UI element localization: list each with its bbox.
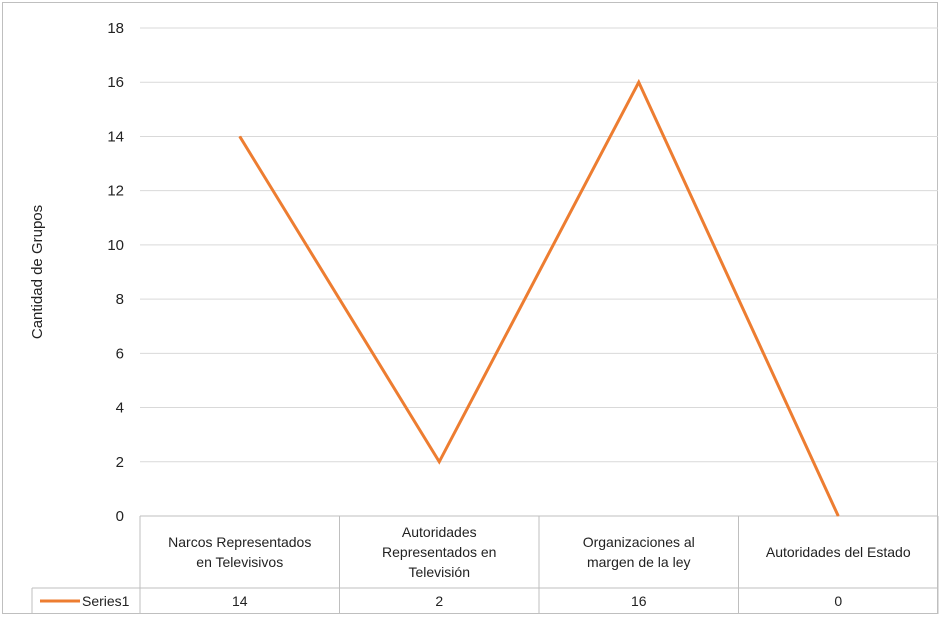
gridlines <box>140 27 938 463</box>
y-tick-label: 4 <box>116 400 124 417</box>
data-point <box>638 81 640 83</box>
data-table-value: 2 <box>435 593 443 609</box>
y-tick-label: 0 <box>116 508 124 525</box>
y-tick-label: 14 <box>107 128 124 145</box>
y-tick-label: 6 <box>116 345 124 362</box>
data-point <box>837 515 839 517</box>
legend-series-name: Series1 <box>82 593 130 609</box>
x-category-label: Autoridades Representados en Televisión <box>382 524 496 580</box>
data-table-value: 0 <box>834 593 842 609</box>
data-table-value: 14 <box>232 593 248 609</box>
y-tick-label: 2 <box>116 454 124 471</box>
y-tick-label: 18 <box>107 20 124 37</box>
x-category-label: Autoridades del Estado <box>766 544 911 560</box>
x-category-label: Organizaciones al margen de la ley <box>583 534 695 570</box>
series-line <box>238 78 840 517</box>
y-tick-label: 10 <box>107 237 124 254</box>
series-lines <box>238 78 840 517</box>
data-point <box>438 461 440 463</box>
y-tick-label: 12 <box>107 183 124 200</box>
y-tick-label: 16 <box>107 74 124 91</box>
y-tick-labels: 0 2 4 6 8 10 12 14 16 18 <box>107 20 124 525</box>
x-category-label: Narcos Representados en Televisivos <box>168 534 311 570</box>
data-point <box>239 135 241 137</box>
data-table-value: 16 <box>631 593 647 609</box>
y-tick-label: 8 <box>116 291 124 308</box>
y-axis-label: Cantidad de Grupos <box>29 205 46 339</box>
data-table: Narcos Representados en Televisivos Autori… <box>31 515 939 614</box>
